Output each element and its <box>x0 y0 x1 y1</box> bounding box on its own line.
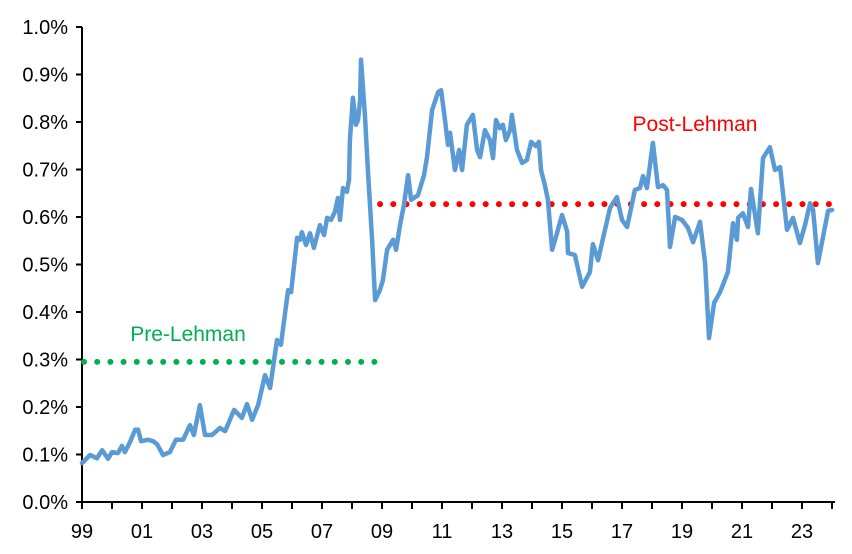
y-tick-label: 0.6% <box>22 207 68 229</box>
y-tick-label: 0.3% <box>22 350 68 372</box>
x-tick-label: 17 <box>611 521 633 543</box>
y-tick-label: 0.0% <box>22 492 68 514</box>
x-tick-label: 13 <box>491 521 513 543</box>
series <box>79 57 835 466</box>
x-tick-label: 09 <box>371 521 393 543</box>
y-tick-label: 0.7% <box>22 160 68 182</box>
x-tick-label: 01 <box>131 521 153 543</box>
y-tick-label: 0.8% <box>22 112 68 134</box>
x-tick-label: 15 <box>551 521 573 543</box>
y-tick-label: 0.1% <box>22 445 68 467</box>
x-tick-label: 99 <box>71 521 93 543</box>
reference-lines <box>81 201 835 365</box>
axes: 0.0% 0.1% 0.2% 0.3% 0.4% 0.5% 0.6% 0.7% 0.8% 0.9%… <box>22 17 835 543</box>
x-tick-label: 11 <box>432 521 453 543</box>
y-tick-label: 0.2% <box>22 397 68 419</box>
x-tick-label: 05 <box>251 521 273 543</box>
x-tick-label: 19 <box>671 521 693 543</box>
x-tick-label: 21 <box>731 521 753 543</box>
y-tick-label: 0.4% <box>22 302 68 324</box>
annotations: Pre-Lehman Post-Lehman <box>130 113 757 346</box>
x-tick-label: 03 <box>191 521 213 543</box>
x-tick-label: 23 <box>791 521 813 543</box>
x-tick-label: 07 <box>311 521 333 543</box>
reference-label-post-lehman: Post-Lehman <box>633 113 758 136</box>
y-tick-label: 1.0% <box>22 17 68 39</box>
y-tick-label: 0.9% <box>22 65 68 87</box>
y-tick-label: 0.5% <box>22 255 68 277</box>
reference-label-pre-lehman: Pre-Lehman <box>130 323 246 346</box>
